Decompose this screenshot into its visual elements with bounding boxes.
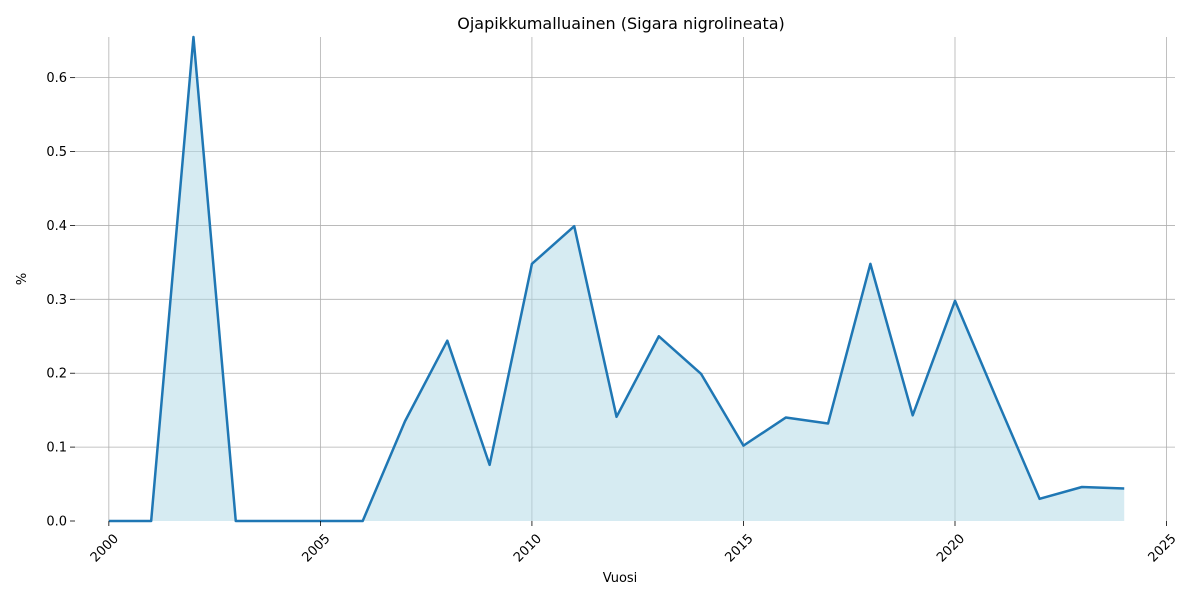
y-tick-label: 0.4 (46, 219, 67, 234)
y-tick-label: 0.2 (46, 367, 67, 382)
x-tick-label: 2020 (934, 531, 968, 565)
x-axis-label: Vuosi (603, 571, 638, 586)
y-tick-label: 0.5 (46, 145, 67, 160)
y-tick-label: 0.1 (46, 441, 67, 456)
y-tick-label: 0.0 (46, 515, 67, 530)
y-tick-label: 0.3 (46, 293, 67, 308)
series-line (108, 35, 1125, 523)
x-tick-label: 2010 (511, 531, 545, 565)
y-axis: 0.0 0.1 0.2 0.3 0.4 0.5 0.6 (46, 71, 75, 530)
x-axis: 2000 2005 2010 2015 2020 2025 (88, 521, 1180, 565)
grid (75, 37, 1175, 521)
y-tick-label: 0.6 (46, 71, 67, 86)
series-area-fill (108, 37, 1125, 521)
x-tick-label: 2000 (88, 531, 122, 565)
line-layer (108, 35, 1125, 523)
area-layer (108, 37, 1125, 521)
x-tick-label: 2015 (723, 531, 757, 565)
x-tick-label: 2005 (299, 531, 333, 565)
y-axis-label: % (15, 273, 30, 285)
chart-title: Ojapikkumalluainen (Sigara nigrolineata) (457, 14, 785, 33)
x-tick-label: 2025 (1146, 531, 1180, 565)
